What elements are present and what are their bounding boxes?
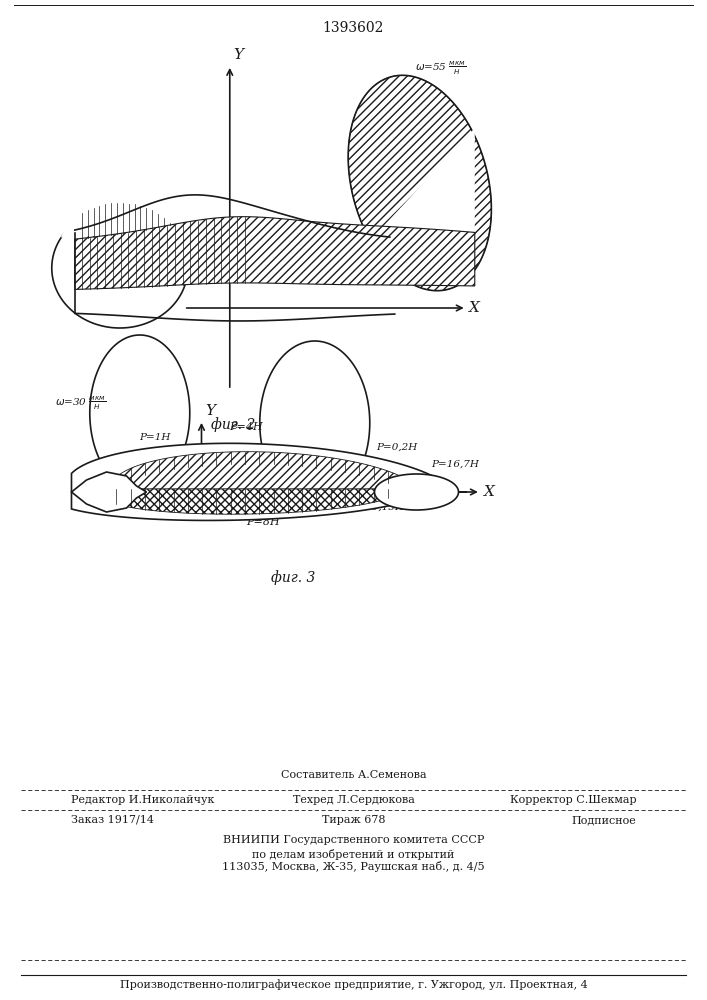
Text: Производственно-полиграфическое предприятие, г. Ужгород, ул. Проектная, 4: Производственно-полиграфическое предприя… (119, 980, 588, 990)
Text: ВНИИПИ Государственного комитета СССР: ВНИИПИ Государственного комитета СССР (223, 835, 484, 845)
Text: фиг. 2: фиг. 2 (211, 418, 255, 432)
Text: $\omega$=55 $\frac{мкм}{Н}$: $\omega$=55 $\frac{мкм}{Н}$ (415, 59, 466, 77)
Polygon shape (112, 452, 431, 493)
Text: X: X (484, 485, 494, 499)
Text: Редактор И.Николайчук: Редактор И.Николайчук (71, 795, 214, 805)
Polygon shape (61, 203, 179, 239)
Text: P=1Н: P=1Н (139, 432, 171, 442)
Text: P=16,7Н: P=16,7Н (431, 460, 479, 468)
Text: Корректор С.Шекмар: Корректор С.Шекмар (510, 795, 636, 805)
Text: Подписное: Подписное (571, 815, 636, 825)
Text: P=4Н: P=4Н (230, 422, 263, 432)
Text: P=0,2Н: P=0,2Н (377, 442, 418, 452)
Polygon shape (375, 474, 459, 510)
Text: фиг. 3: фиг. 3 (271, 571, 315, 585)
Text: 113035, Москва, Ж-35, Раушская наб., д. 4/5: 113035, Москва, Ж-35, Раушская наб., д. … (222, 861, 485, 872)
Polygon shape (52, 208, 188, 328)
Text: Техред Л.Сердюкова: Техред Л.Сердюкова (293, 795, 414, 805)
Text: Y: Y (206, 404, 216, 418)
Polygon shape (112, 489, 431, 514)
Polygon shape (71, 443, 467, 520)
Text: P=8Н: P=8Н (247, 517, 280, 527)
Text: P=0,15Н: P=0,15Н (356, 502, 404, 512)
Polygon shape (380, 128, 475, 286)
Polygon shape (348, 75, 491, 291)
Text: Составитель А.Семенова: Составитель А.Семенова (281, 770, 426, 780)
Text: Тираж 678: Тираж 678 (322, 815, 385, 825)
Text: X: X (469, 301, 480, 315)
Text: P=0,3Н: P=0,3Н (136, 508, 177, 516)
Text: $\omega$=2,5 $\frac{мкм}{Н}$: $\omega$=2,5 $\frac{мкм}{Н}$ (172, 219, 226, 237)
Text: $\omega$=11 $\frac{мкм}{Н}$: $\omega$=11 $\frac{мкм}{Н}$ (85, 231, 136, 249)
Text: Y: Y (233, 48, 243, 62)
Text: по делам изобретений и открытий: по делам изобретений и открытий (252, 848, 455, 859)
Text: 1393602: 1393602 (323, 21, 384, 35)
Text: $\omega$=0,6 $\frac{мкм}{Н}$: $\omega$=0,6 $\frac{мкм}{Н}$ (395, 261, 449, 279)
Text: $\omega$=30 $\frac{мкм}{Н}$: $\omega$=30 $\frac{мкм}{Н}$ (54, 394, 106, 412)
Polygon shape (75, 217, 475, 289)
Text: P=16Н: P=16Н (71, 483, 110, 491)
Text: $\omega$=62 $\frac{мкм}{Н}$: $\omega$=62 $\frac{мкм}{Н}$ (348, 484, 399, 502)
Polygon shape (71, 472, 146, 512)
Polygon shape (90, 335, 189, 491)
Polygon shape (259, 341, 370, 505)
Text: Заказ 1917/14: Заказ 1917/14 (71, 815, 153, 825)
